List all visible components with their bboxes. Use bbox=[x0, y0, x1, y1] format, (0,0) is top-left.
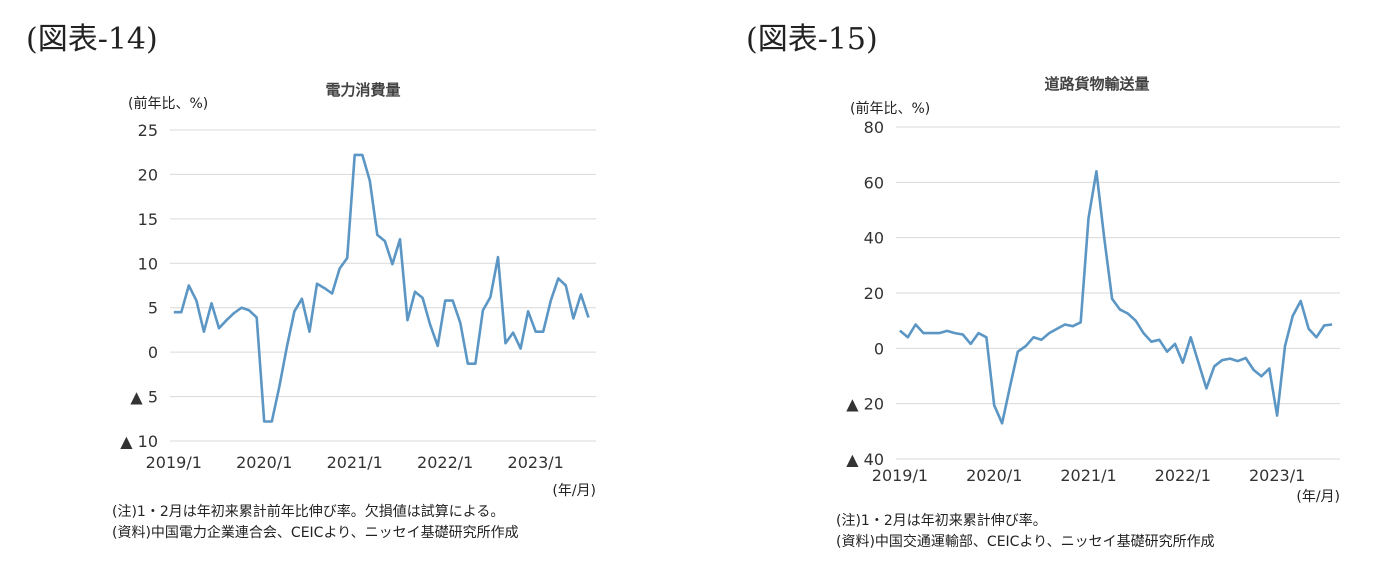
x-tick-label: 2019/1 bbox=[146, 453, 202, 472]
y-axis-label: (前年比、%) bbox=[850, 100, 930, 117]
x-tick-label: 2019/1 bbox=[872, 466, 928, 485]
series-line bbox=[899, 170, 1333, 425]
x-axis-label: (年/月) bbox=[1296, 489, 1340, 505]
x-tick-label: 2021/1 bbox=[1060, 466, 1116, 485]
figure-label: (図表-15) bbox=[746, 22, 878, 57]
y-tick-label: 25 bbox=[138, 121, 158, 140]
x-tick-label: 2022/1 bbox=[417, 453, 473, 472]
y-tick-label: 20 bbox=[138, 165, 158, 184]
chart-source: (資料)中国電力企業連合会、CEICより、ニッセイ基礎研究所作成 bbox=[112, 525, 519, 541]
x-tick-label: 2021/1 bbox=[327, 453, 383, 472]
chart-panel-road-freight: 80 60 40 20 0 ▲ 20 ▲ 40 2019/1 2020/1 2021/1 2022/… bbox=[700, 0, 1390, 573]
y-tick-label: 15 bbox=[138, 210, 158, 229]
chart-panel-electricity: 25 20 15 10 5 0 ▲ 5 ▲ 10 2019/1 2020/1 2021/1 2022/… bbox=[120, 81, 596, 499]
chart-title: 電力消費量 bbox=[325, 81, 400, 99]
chart-footnote: (注)1・2月は年初来累計前年比伸び率。欠損値は試算による。 bbox=[112, 504, 505, 520]
chart-footnote: (注)1・2月は年初来累計伸び率。 bbox=[836, 513, 1047, 529]
x-tick-label: 2020/1 bbox=[236, 453, 292, 472]
y-tick-label: ▲ 40 bbox=[846, 450, 884, 469]
y-tick-label: 80 bbox=[864, 118, 884, 137]
y-tick-label: ▲ 20 bbox=[846, 395, 884, 414]
x-axis-label: (年/月) bbox=[552, 483, 596, 499]
y-tick-label: 60 bbox=[864, 173, 884, 192]
y-tick-label: 5 bbox=[148, 299, 158, 318]
y-tick-label: 20 bbox=[864, 284, 884, 303]
x-tick-label: 2023/1 bbox=[1249, 466, 1305, 485]
y-tick-label: 0 bbox=[874, 339, 884, 358]
x-tick-label: 2023/1 bbox=[508, 453, 564, 472]
x-tick-label: 2020/1 bbox=[966, 466, 1022, 485]
figure-label: (図表-14) bbox=[26, 22, 158, 57]
y-tick-label: 40 bbox=[864, 229, 884, 248]
x-tick-label: 2022/1 bbox=[1155, 466, 1211, 485]
chart-electricity: 25 20 15 10 5 0 ▲ 5 ▲ 10 2019/1 2020/1 2021/1 2022/… bbox=[120, 81, 596, 499]
y-tick-label: 0 bbox=[148, 343, 158, 362]
y-tick-label: ▲ 5 bbox=[130, 388, 158, 407]
series-line bbox=[173, 153, 590, 423]
y-tick-label: ▲ 10 bbox=[120, 432, 158, 451]
y-tick-label: 10 bbox=[138, 254, 158, 273]
chart-source: (資料)中国交通運輸部、CEICより、ニッセイ基礎研究所作成 bbox=[836, 534, 1215, 550]
y-axis-label: (前年比、%) bbox=[128, 95, 208, 112]
chart-title: 道路貨物輸送量 bbox=[1044, 75, 1149, 93]
